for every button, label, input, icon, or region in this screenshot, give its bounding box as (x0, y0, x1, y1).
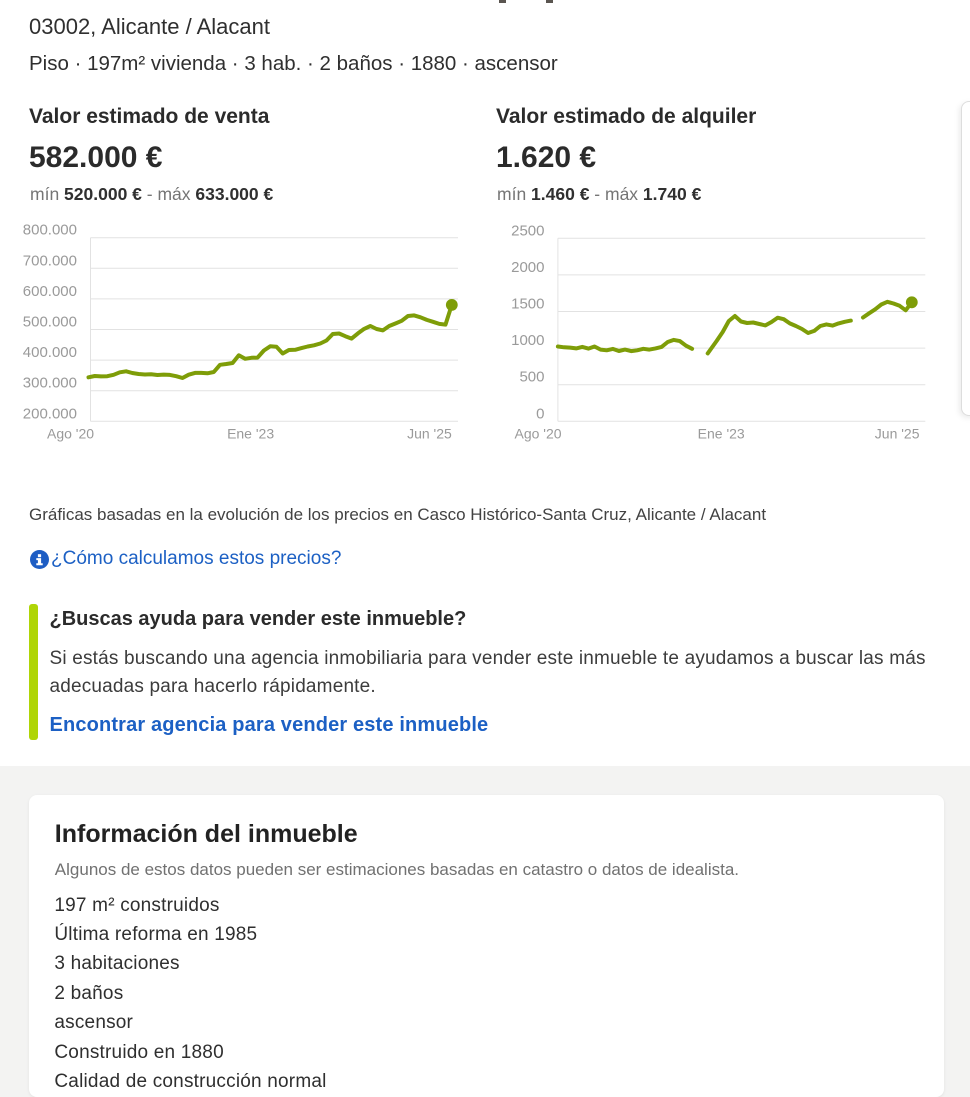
svg-text:700.000: 700.000 (23, 252, 77, 269)
svg-text:1500: 1500 (511, 296, 544, 313)
svg-text:1000: 1000 (511, 332, 544, 349)
svg-text:300.000: 300.000 (23, 375, 77, 392)
svg-text:Ene '23: Ene '23 (227, 425, 274, 441)
svg-text:2000: 2000 (511, 259, 544, 276)
svg-text:500.000: 500.000 (23, 314, 77, 331)
svg-text:Ago '20: Ago '20 (47, 425, 94, 441)
svg-text:400.000: 400.000 (23, 344, 77, 361)
svg-text:2500: 2500 (511, 222, 544, 239)
svg-text:Jun '25: Jun '25 (875, 425, 920, 441)
svg-text:0: 0 (536, 405, 544, 422)
svg-text:Ago '20: Ago '20 (515, 425, 562, 441)
svg-text:600.000: 600.000 (23, 283, 77, 300)
svg-text:200.000: 200.000 (23, 405, 77, 422)
svg-text:800.000: 800.000 (23, 222, 77, 239)
svg-text:500: 500 (519, 369, 544, 386)
svg-text:Jun '25: Jun '25 (407, 425, 452, 441)
svg-text:Ene '23: Ene '23 (698, 425, 745, 441)
